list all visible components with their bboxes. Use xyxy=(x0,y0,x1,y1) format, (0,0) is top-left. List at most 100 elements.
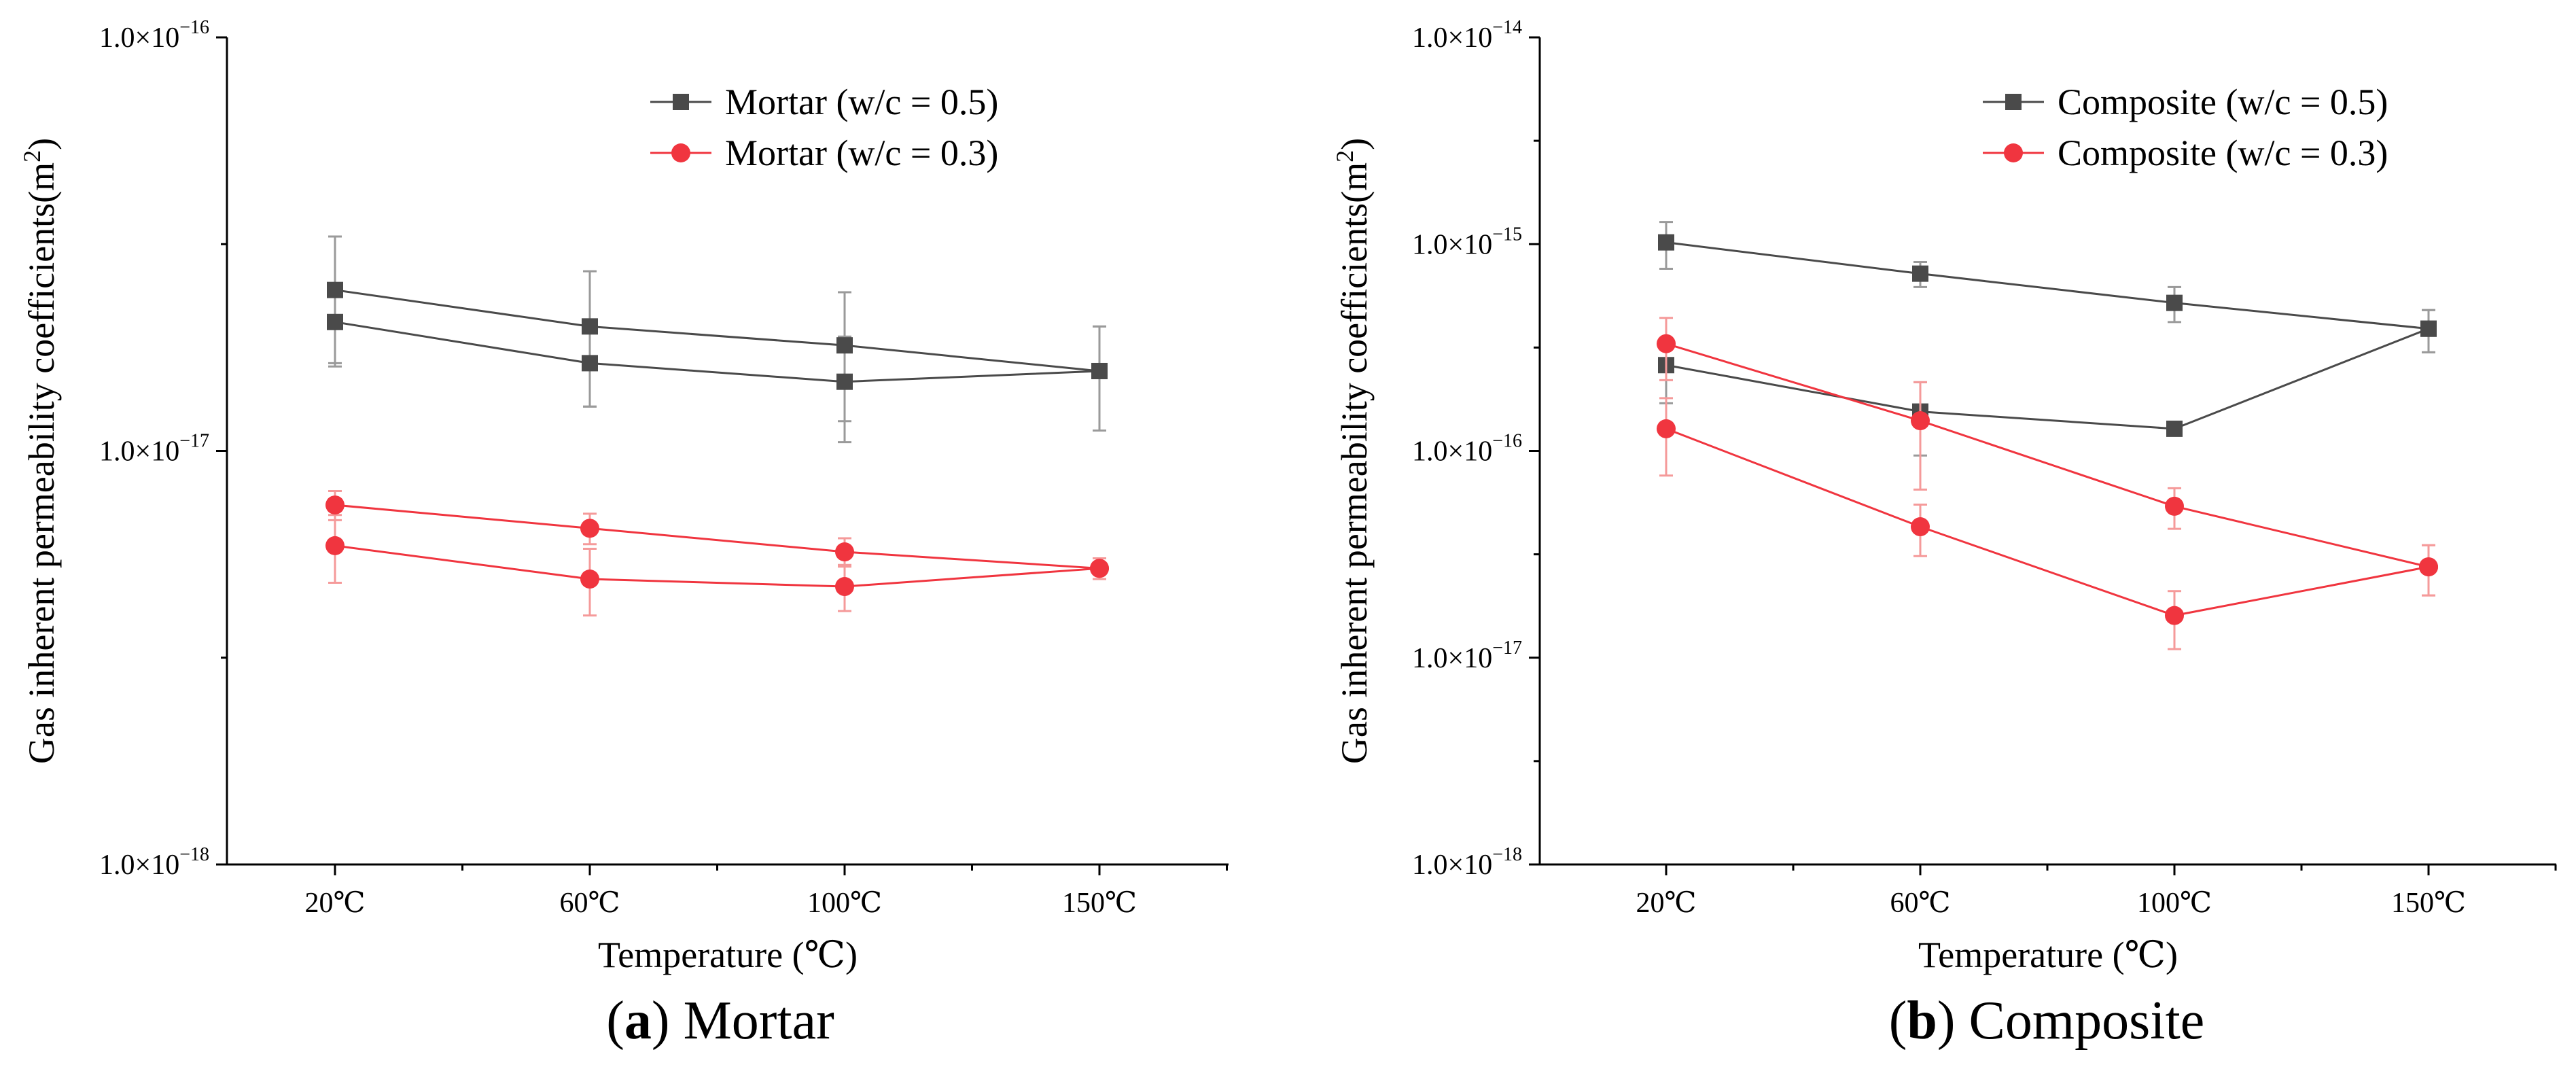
series-line xyxy=(334,289,1100,372)
x-tick-label: 100℃ xyxy=(807,888,882,919)
x-axis-title: Temperature (℃) xyxy=(598,934,858,975)
y-axis-title-superscript: 2 xyxy=(1331,150,1358,162)
data-point xyxy=(327,313,343,330)
data-point xyxy=(1658,234,1674,251)
y-tick-exponent: −14 xyxy=(1492,17,1522,38)
caption-letter: b xyxy=(1907,991,1937,1051)
series-1 xyxy=(1657,317,2438,650)
y-tick-mantissa: 1.0×10 xyxy=(1412,436,1492,468)
y-tick-exponent: −18 xyxy=(1492,844,1522,865)
data-point xyxy=(1911,517,1930,537)
data-point xyxy=(327,281,343,298)
data-point xyxy=(580,519,599,538)
series-line xyxy=(334,321,1100,383)
caption-close-paren: ) xyxy=(1937,991,1969,1051)
data-point xyxy=(1090,559,1109,578)
data-point xyxy=(1912,265,1928,282)
legend-label: Mortar (w/c = 0.5) xyxy=(725,82,998,122)
data-point xyxy=(582,355,598,372)
y-axis-title-superscript: 2 xyxy=(18,150,46,162)
y-tick-exponent: −17 xyxy=(1492,637,1522,659)
series-line xyxy=(1665,241,2429,330)
data-point xyxy=(325,536,345,555)
caption-text: Composite xyxy=(1969,991,2205,1051)
data-point xyxy=(2166,294,2183,311)
x-tick-label: 20℃ xyxy=(305,888,366,919)
y-axis-title: Gas inherent permeability coefficients(m… xyxy=(18,138,62,764)
data-point xyxy=(836,373,853,390)
caption-open-paren: ( xyxy=(1889,991,1907,1051)
data-point xyxy=(582,318,598,335)
y-tick-mantissa: 1.0×10 xyxy=(1412,22,1492,54)
y-tick-mantissa: 1.0×10 xyxy=(1412,229,1492,260)
series-line xyxy=(1665,343,2429,568)
caption-letter: a xyxy=(624,991,652,1051)
panel-caption: (b) Composite xyxy=(1889,991,2204,1051)
y-tick-mantissa: 1.0×10 xyxy=(99,436,179,468)
x-tick-label: 20℃ xyxy=(1636,888,1697,919)
series-0 xyxy=(1658,221,2437,457)
y-tick-label: 1.0×10−16 xyxy=(99,17,209,54)
y-tick-label: 1.0×10−18 xyxy=(99,844,209,881)
caption-text: Mortar xyxy=(684,991,834,1051)
series-line xyxy=(1665,427,2429,617)
data-point xyxy=(836,337,853,354)
y-tick-mantissa: 1.0×10 xyxy=(1412,643,1492,674)
series-line xyxy=(1665,328,2429,430)
panel-composite: 1.0×10−181.0×10−171.0×10−161.0×10−151.0×… xyxy=(1331,17,2557,1051)
y-tick-mantissa: 1.0×10 xyxy=(99,850,179,881)
legend-label: Mortar (w/c = 0.3) xyxy=(725,133,998,173)
data-point xyxy=(580,570,599,589)
y-tick-exponent: −15 xyxy=(1492,224,1522,245)
y-axis-title-end: ) xyxy=(1334,138,1375,150)
series-0 xyxy=(327,235,1108,444)
x-tick-label: 100℃ xyxy=(2137,888,2212,919)
data-point xyxy=(2165,496,2184,516)
legend-marker xyxy=(671,143,690,162)
data-point xyxy=(325,495,345,515)
y-tick-label: 1.0×10−16 xyxy=(1412,431,1522,468)
legend-marker xyxy=(2005,94,2022,110)
y-axis-title: Gas inherent permeability coefficients(m… xyxy=(1331,138,1375,764)
legend-label: Composite (w/c = 0.5) xyxy=(2058,82,2388,122)
data-point xyxy=(1091,362,1108,379)
y-tick-exponent: −18 xyxy=(179,844,209,865)
y-tick-label: 1.0×10−17 xyxy=(1412,637,1522,674)
y-tick-exponent: −17 xyxy=(179,431,209,452)
y-tick-exponent: −16 xyxy=(179,17,209,38)
data-point xyxy=(1657,419,1676,438)
y-axis-title-main: Gas inherent permeability coefficients(m xyxy=(1334,162,1375,764)
data-point xyxy=(2166,420,2183,437)
data-point xyxy=(2165,606,2184,625)
x-tick-label: 150℃ xyxy=(2391,888,2466,919)
x-tick-label: 60℃ xyxy=(1890,888,1951,919)
data-point xyxy=(2420,320,2437,337)
data-point xyxy=(1657,334,1676,353)
x-tick-label: 60℃ xyxy=(560,888,620,919)
y-tick-label: 1.0×10−14 xyxy=(1412,17,1522,54)
y-axis-title-end: ) xyxy=(21,138,62,150)
x-axis-title: Temperature (℃) xyxy=(1918,934,2178,975)
caption-close-paren: ) xyxy=(652,991,684,1051)
y-tick-mantissa: 1.0×10 xyxy=(1412,850,1492,881)
y-tick-label: 1.0×10−17 xyxy=(99,431,209,468)
data-point xyxy=(835,577,854,597)
series-line xyxy=(334,504,1100,570)
legend-label: Composite (w/c = 0.3) xyxy=(2058,133,2388,173)
y-tick-label: 1.0×10−18 xyxy=(1412,844,1522,881)
y-tick-exponent: −16 xyxy=(1492,431,1522,452)
x-tick-label: 150℃ xyxy=(1062,888,1137,919)
y-tick-label: 1.0×10−15 xyxy=(1412,224,1522,260)
series-line xyxy=(334,544,1100,588)
panel-caption: (a) Mortar xyxy=(606,991,834,1051)
y-tick-mantissa: 1.0×10 xyxy=(99,22,179,54)
y-axis-title-main: Gas inherent permeability coefficients(m xyxy=(21,162,62,764)
legend-marker xyxy=(673,94,689,110)
series-1 xyxy=(325,489,1109,617)
legend-marker xyxy=(2004,143,2023,162)
data-point xyxy=(835,542,854,562)
caption-open-paren: ( xyxy=(606,991,624,1051)
data-point xyxy=(2419,557,2438,577)
